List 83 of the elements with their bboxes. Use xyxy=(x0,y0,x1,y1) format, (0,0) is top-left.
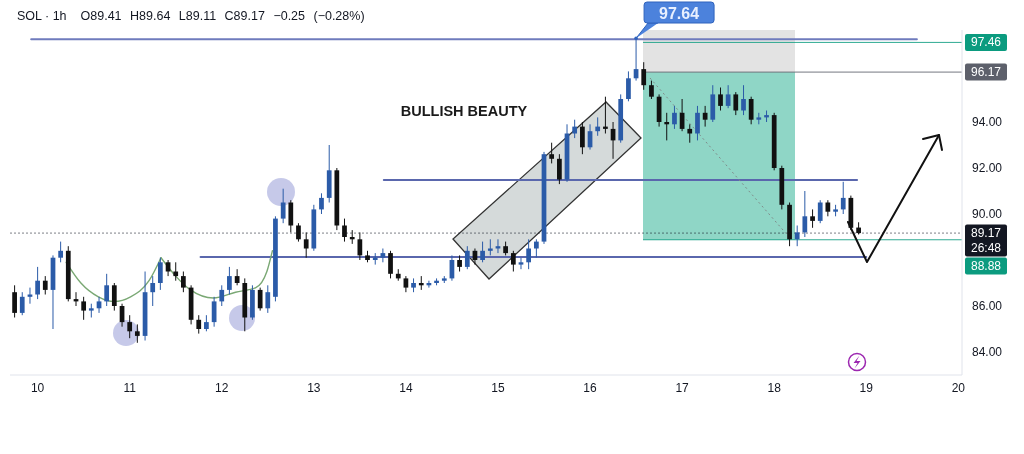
candlestick xyxy=(580,121,585,155)
candlestick xyxy=(687,123,693,144)
ref-line-label: 96.17 xyxy=(970,65,1002,80)
candlestick xyxy=(150,275,156,307)
candlestick xyxy=(19,291,25,316)
y-tick-label: 84.00 xyxy=(971,345,1003,359)
candlestick xyxy=(58,241,64,263)
candlestick xyxy=(181,271,186,293)
x-tick-label: 12 xyxy=(215,381,229,395)
ref-line-label: 97.46 xyxy=(970,35,1002,50)
candlestick xyxy=(134,323,140,344)
x-tick-label: 10 xyxy=(30,381,45,395)
candlestick xyxy=(42,275,48,295)
candlestick xyxy=(557,153,562,185)
candlestick xyxy=(81,296,87,321)
y-tick-label: 94.00 xyxy=(971,115,1003,129)
candlestick xyxy=(111,282,117,312)
candlestick xyxy=(802,190,808,238)
candlestick xyxy=(626,70,631,102)
candlestick xyxy=(533,238,539,259)
candlestick xyxy=(603,96,608,134)
candlestick xyxy=(357,231,363,261)
candlestick xyxy=(127,314,133,339)
candlestick xyxy=(748,96,754,125)
ref-line-label: 88.88 xyxy=(970,259,1002,274)
candlestick xyxy=(641,61,647,91)
candlestick xyxy=(196,314,202,335)
candlestick xyxy=(380,248,386,263)
candlestick xyxy=(104,273,110,307)
candlestick xyxy=(342,218,347,243)
candlestick xyxy=(234,268,240,286)
candlestick xyxy=(388,250,393,279)
y-tick-label: 90.00 xyxy=(971,207,1003,221)
candlestick xyxy=(741,84,746,116)
candlestick xyxy=(695,105,700,141)
candlestick xyxy=(510,250,516,272)
candlestick xyxy=(794,225,800,247)
candlestick xyxy=(718,87,723,111)
chart-subtitle: O89.41 H89.64 L89.11 C89.17 −0.25 (−0.28%) xyxy=(80,9,365,23)
candlestick xyxy=(303,231,309,259)
candlestick xyxy=(173,261,179,282)
candlestick xyxy=(157,257,163,291)
candlestick xyxy=(35,266,40,300)
ref-line-label: 89.17 26:48 xyxy=(970,226,1002,256)
candlestick xyxy=(549,142,555,164)
candlestick xyxy=(572,119,578,139)
candlestick xyxy=(649,80,654,100)
annotation: 97.64 xyxy=(659,5,700,22)
candlestick xyxy=(595,116,601,137)
candlestick xyxy=(265,284,271,314)
candlestick xyxy=(12,284,17,318)
candlestick xyxy=(664,112,670,141)
x-tick-label: 17 xyxy=(675,381,690,395)
x-tick-label: 16 xyxy=(583,381,598,395)
x-tick-label: 14 xyxy=(399,381,413,395)
candlestick xyxy=(672,105,677,130)
candlestick xyxy=(219,284,225,307)
candlestick xyxy=(296,222,301,243)
candlestick xyxy=(280,188,286,224)
candlestick xyxy=(817,199,823,224)
candlestick xyxy=(733,91,739,116)
candlestick xyxy=(725,84,731,109)
candlestick xyxy=(227,266,232,295)
y-tick-label: 92.00 xyxy=(971,161,1003,175)
candlestick xyxy=(840,181,846,215)
candlestick xyxy=(480,241,485,263)
candlestick xyxy=(526,238,531,270)
candlestick xyxy=(319,192,324,215)
candlestick xyxy=(464,245,470,270)
candlestick xyxy=(495,238,501,254)
candlestick xyxy=(288,199,294,233)
x-tick-label: 11 xyxy=(123,381,137,395)
x-tick-label: 20 xyxy=(951,381,966,395)
chart-title: SOL · 1h xyxy=(17,9,67,23)
annotation: BULLISH BEAUTY xyxy=(400,103,528,119)
candlestick xyxy=(257,287,263,312)
x-tick-label: 15 xyxy=(491,381,505,395)
y-tick-label: 86.00 xyxy=(971,299,1003,313)
candlestick xyxy=(518,257,524,270)
x-tick-label: 19 xyxy=(859,381,874,395)
x-tick-label: 18 xyxy=(767,381,782,395)
x-tick-label: 13 xyxy=(307,381,321,395)
candlestick xyxy=(810,208,815,229)
